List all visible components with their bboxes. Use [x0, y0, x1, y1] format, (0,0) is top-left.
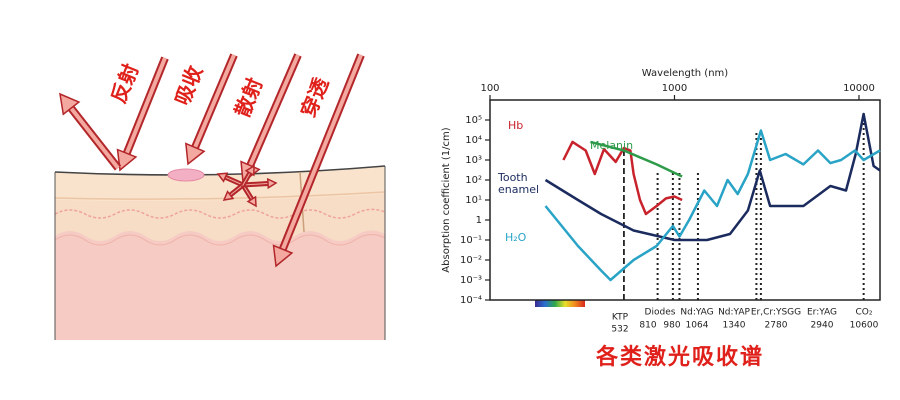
layer-line: [54, 208, 386, 219]
y-tick-label: 10³: [465, 155, 482, 166]
arrow-head: [116, 148, 138, 172]
y-tick-label: 10⁻⁴: [460, 295, 482, 306]
series-line: [590, 140, 683, 178]
arrow: [242, 177, 278, 190]
arrow-shaft: [124, 57, 167, 155]
arrows: [59, 53, 365, 268]
laser-wavelength: 10600: [850, 321, 879, 331]
arrow-shaft: [280, 54, 363, 251]
laser-name: Diodes: [645, 308, 676, 318]
arrow-head: [244, 164, 255, 177]
reflect-label: 反射: [106, 60, 143, 106]
arrow-head: [272, 244, 294, 268]
x-axis-title: Wavelength (nm): [642, 68, 728, 79]
y-tick-label: 10⁵: [465, 115, 482, 126]
laser-name: KTP: [612, 313, 629, 323]
laser-name: CO₂: [856, 308, 873, 318]
caption: 各类激光吸收谱: [595, 344, 764, 370]
laser-name: Nd:YAP: [718, 308, 750, 318]
arrow-shaft: [68, 106, 120, 170]
x-tick-label: 10000: [843, 83, 875, 94]
x-tick-label: 1000: [662, 83, 687, 94]
arrow-head: [222, 190, 235, 201]
series-label: Hb: [508, 120, 524, 132]
series-label-box: Melanin: [590, 140, 634, 152]
laser-wavelength: 1064: [686, 321, 709, 331]
arrow: [59, 92, 122, 171]
y-tick-label: 10¹: [465, 195, 482, 206]
y-axis-title: Absorption coefficient (1/cm): [441, 127, 452, 272]
arrow: [240, 164, 255, 187]
series-label: Melanin: [590, 140, 634, 152]
arrow: [222, 183, 245, 201]
arrow-head: [266, 177, 278, 190]
series-label-box: H₂O: [505, 232, 527, 244]
arrow: [116, 56, 169, 172]
layer-line: [54, 191, 386, 200]
arrow-shaft: [242, 171, 251, 186]
laser-wavelength: 532: [611, 325, 628, 335]
arrow: [216, 172, 245, 188]
arrow-head: [216, 172, 229, 183]
arrow: [185, 53, 238, 166]
penetrate-label: 穿透: [296, 73, 334, 120]
y-tick-label: 10⁻³: [460, 275, 482, 286]
y-tick-label: 10⁻²: [460, 255, 482, 266]
arrow-shaft: [192, 54, 236, 150]
y-tick-label: 1: [476, 215, 482, 226]
laser-wavelength: 980: [663, 321, 680, 331]
laser-name: Nd:YAG: [680, 308, 713, 318]
laser-wavelength: 1340: [723, 321, 746, 331]
laser-wavelength: 810: [639, 321, 656, 331]
laser-wavelength: 2940: [811, 321, 834, 331]
series-label: H₂O: [505, 232, 527, 244]
arrow-shaft: [247, 54, 300, 168]
series-line: [562, 140, 683, 216]
absorber: [167, 168, 205, 182]
arrow-shaft: [224, 176, 244, 186]
arrow-head: [185, 142, 206, 166]
series-label-box: Tooth enamel: [498, 172, 540, 196]
scatter-label: 散射: [230, 74, 267, 120]
laser-name: Er:YAG: [807, 308, 837, 318]
layer-line: [54, 234, 386, 246]
absorption-chart: Wavelength (nm) Absorption coefficient (…: [441, 68, 881, 335]
y-tick-label: 10⁻¹: [460, 235, 482, 246]
arrow-shaft: [242, 182, 270, 186]
y-tick-label: 10²: [465, 175, 482, 186]
arrow-shaft: [229, 184, 244, 197]
arrow: [272, 53, 365, 268]
absorb-label: 吸收: [170, 62, 207, 108]
laser-name: Er,Cr:YSGG: [751, 308, 801, 318]
skin-diagram: 反射 吸收 散射 穿透: [54, 53, 386, 340]
series-line: [544, 112, 881, 242]
dermis-lower: [55, 230, 385, 340]
x-tick-label: 100: [480, 83, 499, 94]
series-label-box: Hb: [508, 120, 524, 132]
visible-spectrum: [535, 300, 585, 307]
y-tick-label: 10⁴: [465, 135, 482, 146]
arrow-shaft: [242, 184, 253, 201]
series-line: [544, 129, 881, 282]
series-label: Tooth enamel: [498, 172, 540, 196]
laser-wavelength: 2780: [765, 321, 788, 331]
arrow-head: [59, 92, 81, 116]
arrow-head: [246, 195, 257, 208]
